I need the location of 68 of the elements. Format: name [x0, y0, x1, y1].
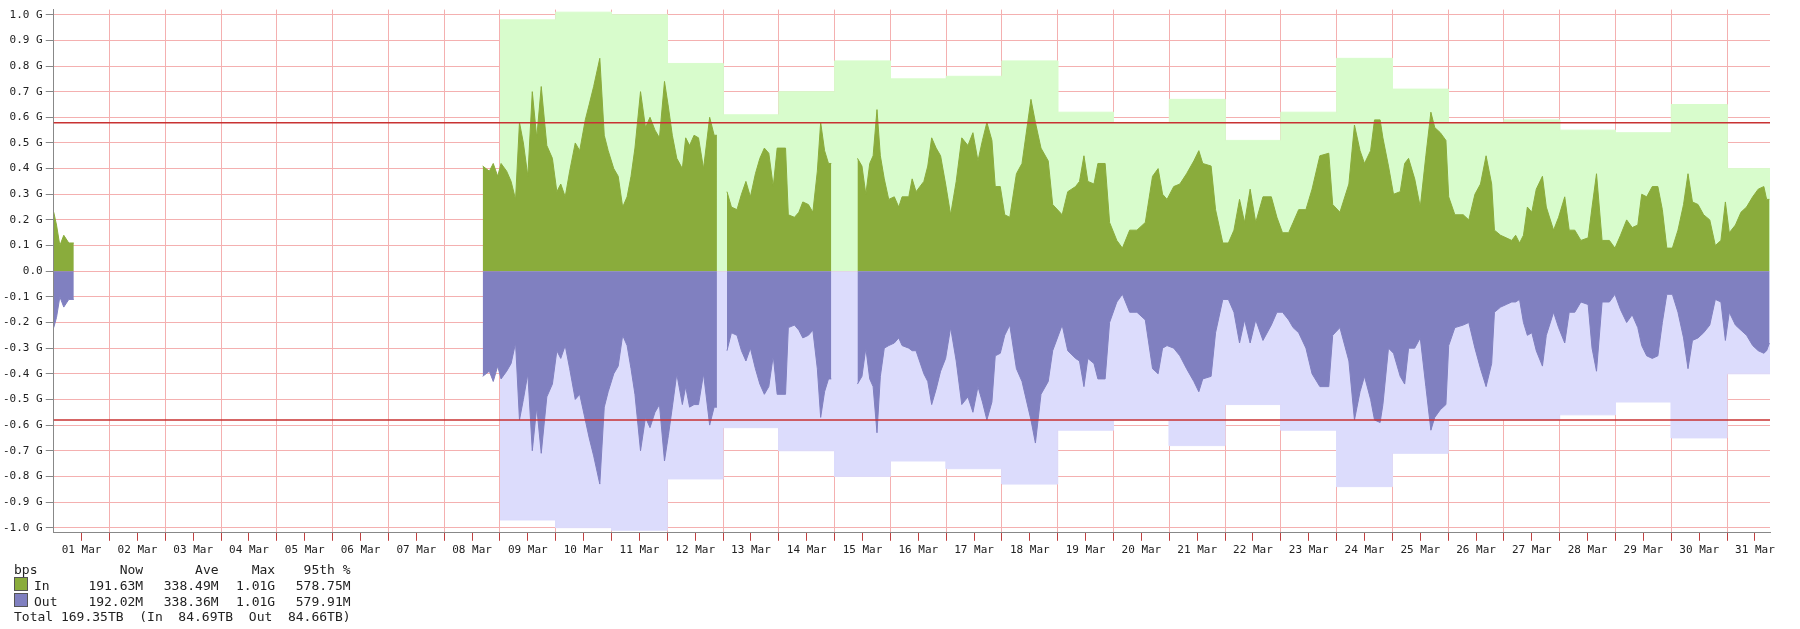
text: 338.49M: [162, 577, 220, 593]
x-tick-label: 01 Mar: [61, 543, 102, 557]
y-tick-label: -0.7 G: [2, 443, 43, 457]
text: 578.75M: [294, 577, 352, 593]
x-tick-label: 27 Mar: [1511, 543, 1553, 557]
x-tick-label: 19 Mar: [1065, 543, 1106, 557]
x-tick-label: 23 Mar: [1288, 543, 1329, 557]
y-tick-label: 1.0 G: [9, 7, 43, 21]
text: Total 169.35TB (In 84.69TB Out 84.66TB): [14, 609, 352, 624]
x-tick-label: 14 Mar: [786, 543, 827, 557]
x-tick-label: 03 Mar: [173, 543, 214, 557]
x-tick-label: 26 Mar: [1456, 543, 1497, 557]
text: 1.01G: [235, 577, 277, 593]
y-tick-label: -0.2 G: [2, 315, 43, 329]
y-tick-label: 0.0: [22, 264, 43, 278]
x-tick-label: 29 Mar: [1623, 543, 1664, 557]
x-tick-label: 17 Mar: [954, 543, 995, 557]
y-tick-label: 0.1 G: [9, 238, 43, 252]
y-tick-label: 0.4 G: [9, 161, 43, 175]
x-tick-label: 10 Mar: [563, 543, 604, 557]
x-tick-label: 16 Mar: [898, 543, 939, 557]
y-tick-label: 0.8 G: [9, 58, 43, 72]
x-tick-label: 05 Mar: [284, 543, 325, 557]
x-tick-label: 11 Mar: [619, 543, 660, 557]
x-tick-label: 08 Mar: [452, 543, 493, 557]
x-tick-label: 13 Mar: [731, 543, 772, 557]
legend-label: Out: [33, 593, 59, 609]
y-tick-label: -1.0 G: [2, 520, 43, 534]
y-tick-label: -0.9 G: [2, 494, 43, 508]
x-tick-label: 21 Mar: [1177, 543, 1218, 557]
x-tick-label: 12 Mar: [675, 543, 716, 557]
y-tick-label: 0.2 G: [9, 212, 43, 226]
x-tick-label: 06 Mar: [340, 543, 381, 557]
x-tick-label: 20 Mar: [1121, 543, 1162, 557]
y-tick-label: -0.6 G: [2, 417, 43, 431]
y-tick-label: 0.6 G: [9, 110, 43, 124]
text: 579.91M: [294, 593, 352, 609]
y-tick-label: -0.1 G: [2, 289, 43, 303]
text: Ave: [194, 562, 220, 577]
text: 192.02M: [87, 593, 145, 609]
x-tick-label: 28 Mar: [1567, 543, 1608, 557]
legend-title: bps: [14, 562, 39, 577]
y-tick-label: 0.3 G: [9, 187, 43, 201]
x-tick-label: 25 Mar: [1400, 543, 1441, 557]
text: 191.63M: [87, 577, 145, 593]
x-tick-label: 18 Mar: [1009, 543, 1051, 557]
text: Max: [250, 562, 277, 577]
text: 95th %: [302, 562, 352, 577]
y-tick-label: 0.7 G: [9, 84, 43, 98]
y-tick-label: 0.9 G: [9, 33, 43, 47]
x-tick-label: 04 Mar: [229, 543, 270, 557]
x-tick-label: 30 Mar: [1679, 543, 1720, 557]
legend-label: In: [33, 577, 51, 593]
x-tick-label: 02 Mar: [117, 543, 158, 557]
text: 338.36M: [162, 593, 220, 609]
x-tick-label: 31 Mar: [1735, 543, 1776, 557]
text: 1.01G: [235, 593, 277, 609]
y-tick-label: -0.4 G: [2, 366, 43, 380]
x-tick-label: 07 Mar: [396, 543, 437, 557]
y-tick-label: -0.8 G: [2, 469, 43, 483]
x-tick-label: 15 Mar: [842, 543, 883, 557]
y-tick-label: -0.5 G: [2, 392, 43, 406]
x-tick-label: 22 Mar: [1233, 543, 1274, 557]
text: Now: [118, 562, 145, 577]
y-tick-label: -0.3 G: [2, 341, 43, 354]
x-tick-label: 09 Mar: [507, 543, 549, 557]
y-tick-label: 0.5 G: [9, 135, 43, 149]
x-tick-label: 24 Mar: [1344, 543, 1385, 557]
